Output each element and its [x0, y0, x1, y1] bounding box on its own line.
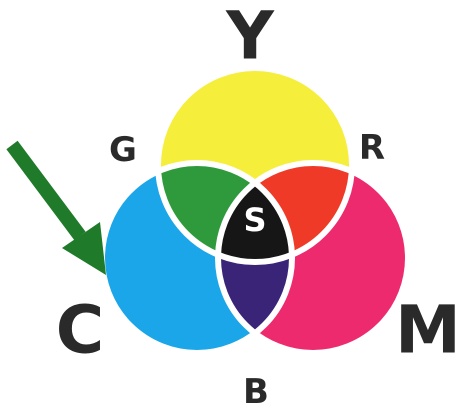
- label-m: M: [395, 292, 461, 369]
- label-c: C: [56, 292, 104, 369]
- magenta-outline: [215, 160, 411, 356]
- black-region: [218, 163, 292, 262]
- arrow: [6, 140, 106, 275]
- label-r: R: [359, 128, 385, 168]
- label-y: Y: [225, 0, 275, 75]
- label-b: B: [243, 372, 269, 412]
- label-s: S: [243, 201, 266, 239]
- yellow-outline: [155, 65, 355, 265]
- label-g: G: [109, 130, 137, 170]
